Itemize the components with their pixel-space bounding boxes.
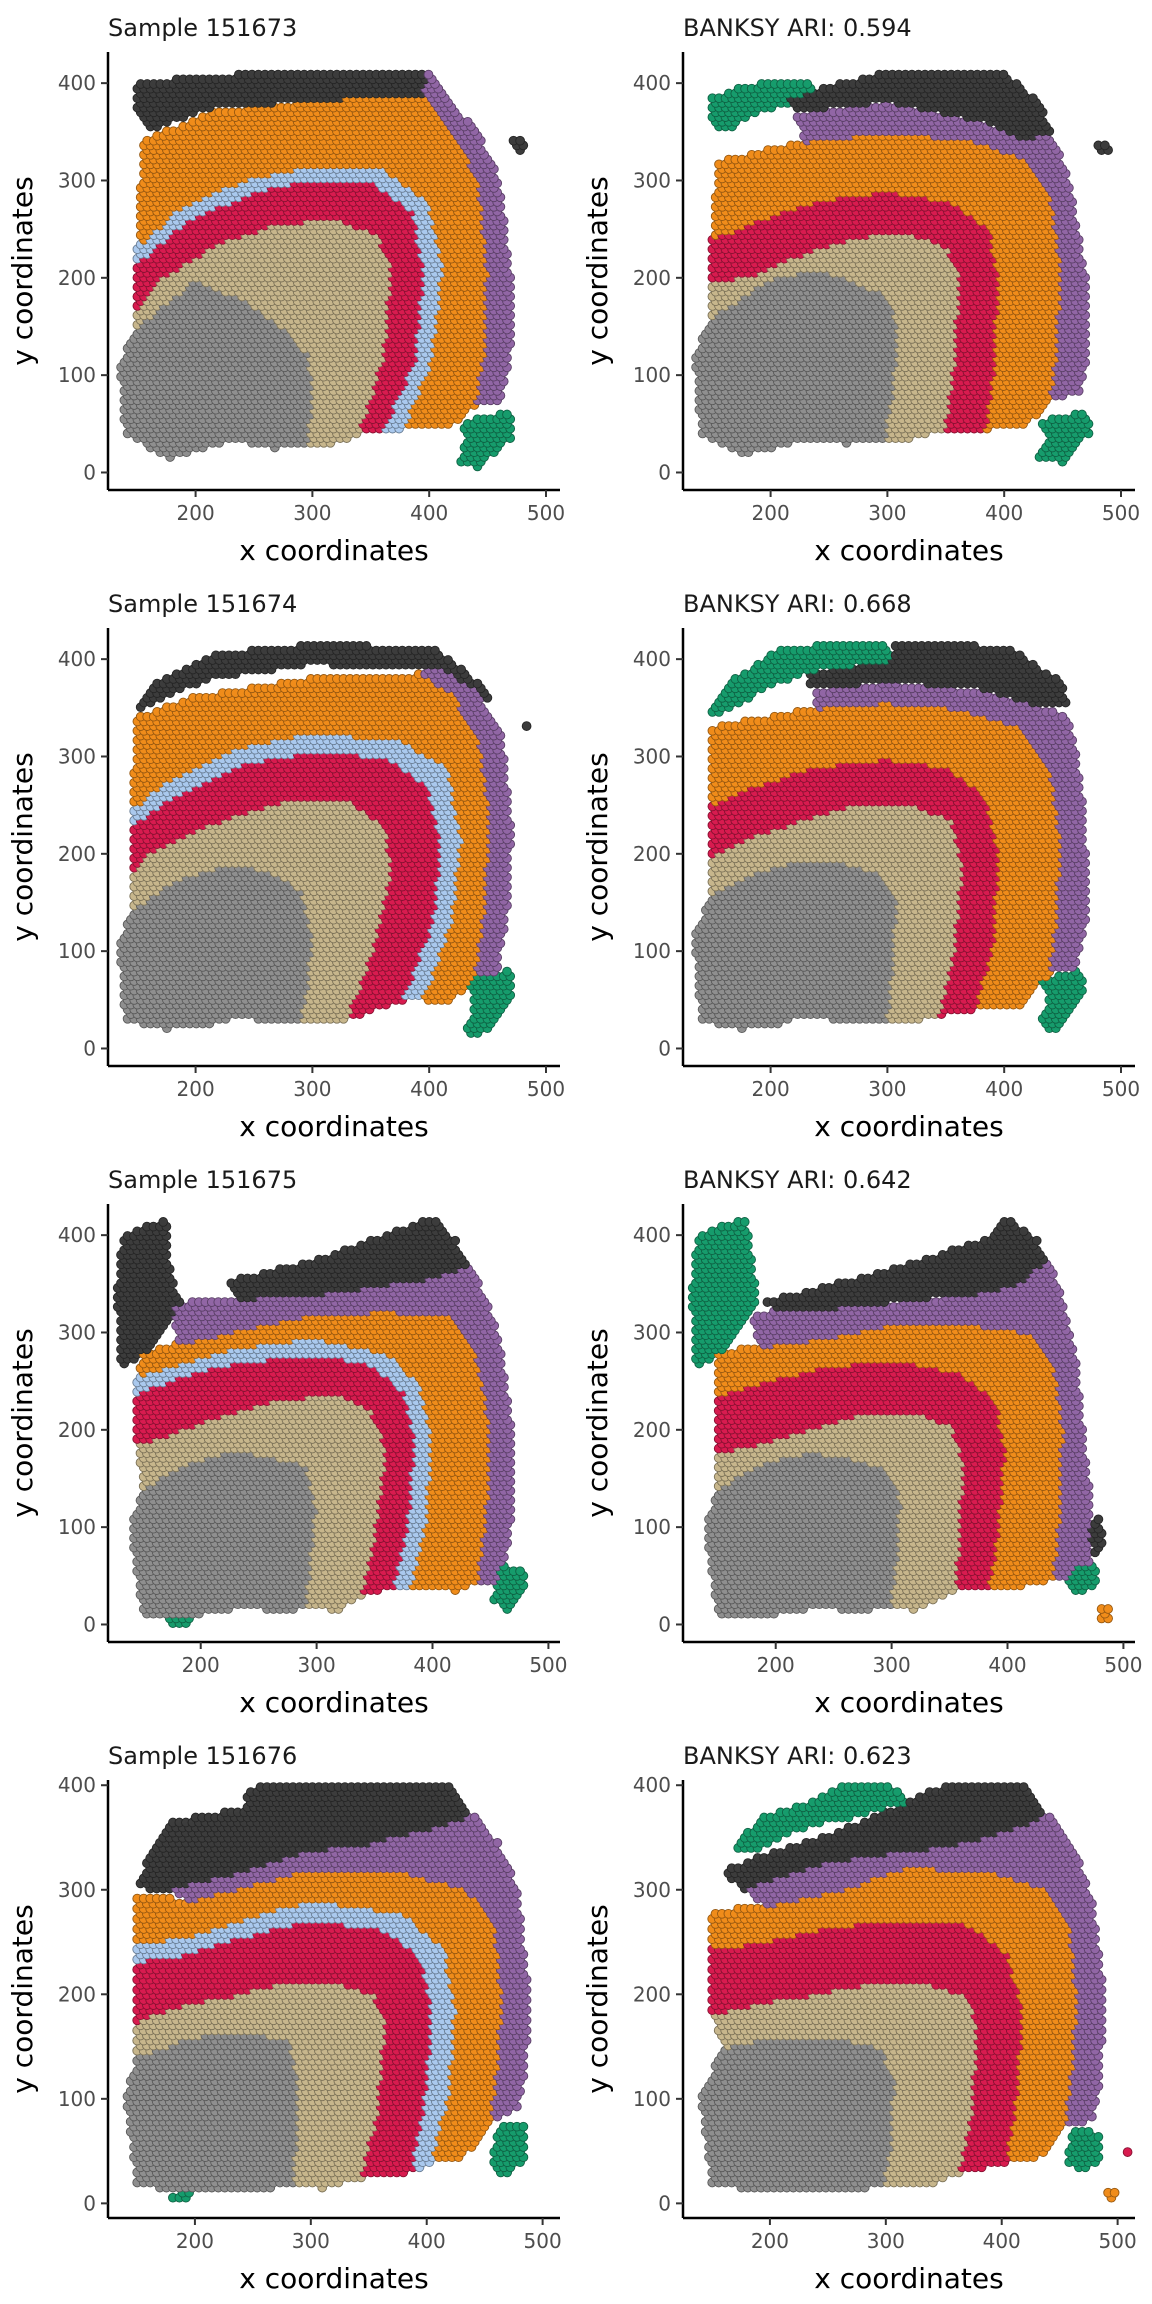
- y-tick-label: 0: [83, 460, 96, 484]
- spot-green: [1077, 409, 1087, 420]
- spot-layer: [116, 69, 529, 472]
- x-tick-label: 300: [293, 501, 331, 525]
- spot-purple: [423, 69, 434, 80]
- spot-dark: [515, 135, 525, 146]
- spot-green: [502, 409, 512, 420]
- y-tick-label: 300: [58, 168, 96, 192]
- y-axis-title: y coordinates: [6, 176, 39, 365]
- x-tick-label: 500: [527, 501, 565, 525]
- y-tick-label: 400: [58, 71, 96, 95]
- x-tick-label: 200: [177, 501, 215, 525]
- x-tick-label: 400: [410, 501, 448, 525]
- panel-title: Sample 151673: [108, 14, 297, 42]
- panel-title: BANKSY ARI: 0.594: [683, 14, 912, 42]
- spot-purple: [462, 116, 473, 127]
- x-axis-title: x coordinates: [239, 534, 428, 567]
- panel-1: Sample 151673 200 300 400 500 0 100 200 300 400 x …: [6, 14, 565, 567]
- y-tick-label: 200: [58, 266, 96, 290]
- y-tick-label: 100: [58, 363, 96, 387]
